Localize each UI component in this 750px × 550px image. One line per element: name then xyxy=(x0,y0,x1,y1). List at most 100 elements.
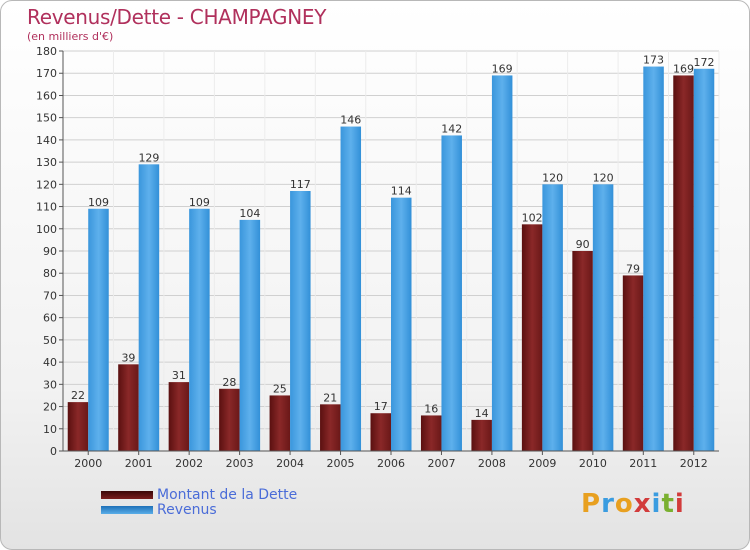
bar-dette-2000 xyxy=(67,402,89,451)
bar-dette-2010 xyxy=(572,251,593,451)
x-tick-label-2006: 2006 xyxy=(377,457,405,470)
proxiti-logo: Proxiti xyxy=(581,489,685,519)
logo-letter: t xyxy=(661,489,675,519)
chart-title: Revenus/Dette - CHAMPAGNEY xyxy=(27,5,327,29)
label-revenus-2011: 173 xyxy=(643,54,664,67)
label-dette-2007: 16 xyxy=(424,402,438,415)
y-tick-label: 10 xyxy=(43,423,57,436)
label-revenus-2003: 104 xyxy=(239,207,260,220)
logo-letter: o xyxy=(614,489,634,519)
legend-label-dette: Montant de la Dette xyxy=(157,486,298,503)
label-revenus-2006: 114 xyxy=(391,185,412,198)
bar-revenus-2000 xyxy=(88,208,109,451)
y-tick-label: 0 xyxy=(50,445,57,458)
label-dette-2002: 31 xyxy=(172,369,186,382)
label-revenus-2002: 109 xyxy=(189,196,210,209)
bar-dette-2005 xyxy=(320,404,341,451)
y-tick-label: 40 xyxy=(43,356,57,369)
bar-dette-2006 xyxy=(370,413,391,451)
legend-label-revenus: Revenus xyxy=(157,501,217,518)
label-dette-2005: 21 xyxy=(323,391,337,404)
y-tick-label: 170 xyxy=(36,67,57,80)
logo-letter: i xyxy=(674,489,685,519)
y-tick-label: 160 xyxy=(36,89,57,102)
bar-revenus-2007 xyxy=(441,135,462,451)
label-dette-2012: 169 xyxy=(673,62,694,75)
x-tick-label-2008: 2008 xyxy=(478,457,506,470)
bar-revenus-2005 xyxy=(340,126,362,452)
bar-dette-2009 xyxy=(521,224,543,451)
label-dette-2001: 39 xyxy=(121,351,135,364)
legend: Montant de la Dette Revenus xyxy=(101,486,298,518)
bar-dette-2007 xyxy=(420,415,442,451)
x-tick-label-2010: 2010 xyxy=(579,457,607,470)
legend-item-dette: Montant de la Dette xyxy=(101,486,298,503)
label-dette-2006: 17 xyxy=(374,400,388,413)
label-dette-2009: 102 xyxy=(522,211,543,224)
label-dette-2003: 28 xyxy=(222,376,236,389)
unit-label: (en milliers d'€) xyxy=(27,30,114,43)
bar-revenus-2001 xyxy=(138,164,160,452)
label-dette-2008: 14 xyxy=(475,407,489,420)
bar-revenus-2012 xyxy=(693,68,715,452)
y-tick-label: 50 xyxy=(43,334,57,347)
label-dette-2000: 22 xyxy=(71,389,85,402)
bar-revenus-2006 xyxy=(391,197,412,451)
y-tick-label: 80 xyxy=(43,267,57,280)
y-tick-label: 150 xyxy=(36,112,57,125)
x-tick-label-2005: 2005 xyxy=(327,457,355,470)
label-revenus-2001: 129 xyxy=(138,151,159,164)
legend-item-revenus: Revenus xyxy=(101,501,297,518)
y-tick-label: 20 xyxy=(43,401,57,414)
y-tick-label: 30 xyxy=(43,378,57,391)
x-tick-label-2011: 2011 xyxy=(629,457,657,470)
bar-dette-2011 xyxy=(622,275,644,451)
y-tick-label: 180 xyxy=(36,45,57,58)
label-dette-2010: 90 xyxy=(576,238,590,251)
y-tick-label: 100 xyxy=(36,223,57,236)
y-tick-label: 140 xyxy=(36,134,57,147)
label-revenus-2008: 169 xyxy=(492,62,513,75)
label-revenus-2012: 172 xyxy=(694,56,715,69)
bar-revenus-2004 xyxy=(290,191,311,451)
bar-dette-2012 xyxy=(673,75,694,451)
x-tick-label-2007: 2007 xyxy=(427,457,455,470)
y-tick-label: 70 xyxy=(43,289,57,302)
label-revenus-2010: 120 xyxy=(593,171,614,184)
x-tick-label-2004: 2004 xyxy=(276,457,304,470)
x-tick-label-2009: 2009 xyxy=(528,457,556,470)
logo-letter: i xyxy=(651,489,662,519)
logo-letter: r xyxy=(601,489,615,519)
label-revenus-2009: 120 xyxy=(542,171,563,184)
logo-letter: x xyxy=(633,489,652,519)
y-tick-label: 90 xyxy=(43,245,57,258)
bar-dette-2002 xyxy=(168,382,190,451)
logo-letter: P xyxy=(581,489,602,519)
label-revenus-2000: 109 xyxy=(88,196,109,209)
y-tick-label: 120 xyxy=(36,178,57,191)
label-dette-2011: 79 xyxy=(626,262,640,275)
label-revenus-2007: 142 xyxy=(441,122,462,135)
bar-revenus-2011 xyxy=(643,66,664,452)
y-tick-label: 130 xyxy=(36,156,57,169)
bar-dette-2003 xyxy=(219,388,240,451)
bar-dette-2008 xyxy=(471,419,492,451)
label-revenus-2005: 146 xyxy=(340,114,361,127)
y-tick-label: 60 xyxy=(43,312,57,325)
label-dette-2004: 25 xyxy=(273,382,287,395)
bar-revenus-2008 xyxy=(491,75,513,451)
legend-swatch-revenus xyxy=(101,505,153,514)
bar-dette-2004 xyxy=(269,395,291,451)
x-tick-label-2002: 2002 xyxy=(175,457,203,470)
x-tick-label-2012: 2012 xyxy=(680,457,708,470)
bar-revenus-2002 xyxy=(189,208,210,451)
x-tick-label-2003: 2003 xyxy=(226,457,254,470)
bar-dette-2001 xyxy=(118,364,139,451)
legend-swatch-dette xyxy=(101,490,153,499)
bar-revenus-2003 xyxy=(239,219,261,451)
x-tick-label-2001: 2001 xyxy=(125,457,153,470)
y-tick-label: 110 xyxy=(36,201,57,214)
bar-revenus-2009 xyxy=(542,184,563,452)
